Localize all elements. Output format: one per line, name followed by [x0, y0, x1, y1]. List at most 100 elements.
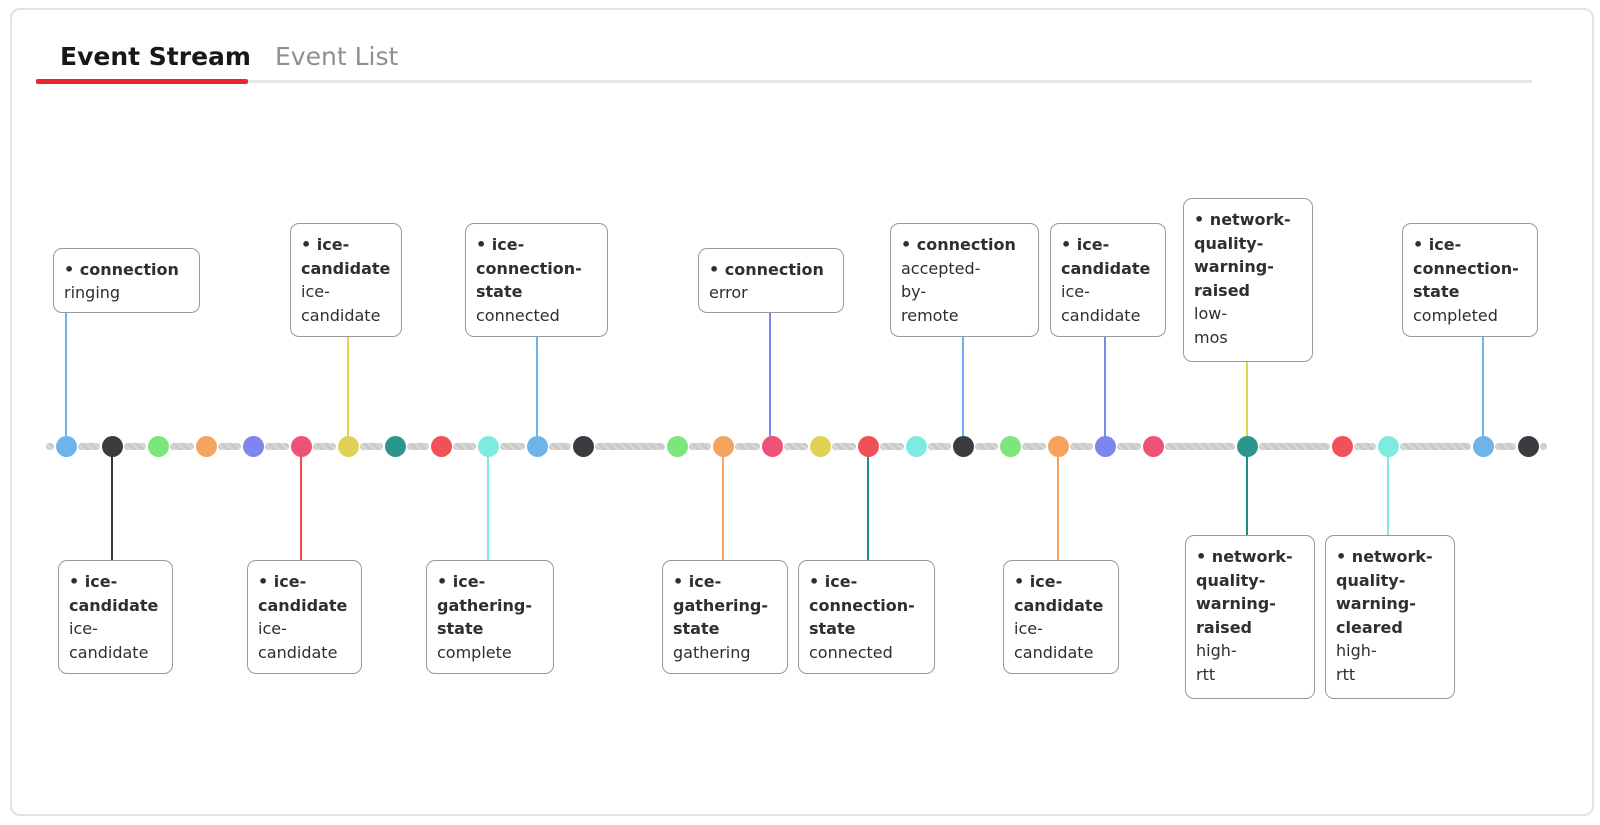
event-detail: ice- candidate: [1014, 619, 1094, 662]
event-title-text: ice- candidate: [69, 572, 159, 615]
timeline-dot[interactable]: [905, 435, 927, 457]
event-box[interactable]: • ice- connection- state connected: [798, 560, 935, 674]
timeline-dot[interactable]: [1472, 435, 1494, 457]
timeline-dot[interactable]: [526, 435, 548, 457]
timeline-dot[interactable]: [712, 435, 734, 457]
timeline-dot[interactable]: [384, 435, 406, 457]
event-detail: high- rtt: [1196, 641, 1237, 684]
event-box[interactable]: • ice- connection- state completed: [1402, 223, 1538, 337]
event-box[interactable]: • ice- candidate ice- candidate: [1050, 223, 1166, 337]
timeline-dot[interactable]: [195, 435, 217, 457]
event-bullet-icon: •: [258, 572, 274, 591]
event-detail: ice- candidate: [258, 619, 338, 662]
event-connector-line: [110, 446, 114, 560]
event-bullet-icon: •: [64, 259, 80, 279]
timeline-dot[interactable]: [1094, 435, 1116, 457]
timeline-segment: [595, 442, 665, 450]
timeline-segment: [1259, 442, 1330, 450]
timeline-dot[interactable]: [761, 435, 783, 457]
timeline-segment: [1495, 442, 1516, 450]
timeline-dot[interactable]: [430, 435, 452, 457]
event-title-text: network- quality- warning- cleared: [1336, 547, 1433, 637]
event-detail: complete: [437, 642, 512, 662]
timeline-dot[interactable]: [55, 435, 77, 457]
event-box[interactable]: • ice- candidate ice- candidate: [247, 560, 362, 674]
active-tab-underline: [36, 79, 248, 84]
timeline-segment: [784, 442, 808, 450]
event-box[interactable]: • network- quality- warning- cleared high…: [1325, 535, 1455, 699]
timeline-dot[interactable]: [952, 435, 974, 457]
timeline-segment: [170, 442, 194, 450]
event-detail: low- mos: [1194, 304, 1228, 347]
event-detail: ice- candidate: [301, 282, 381, 325]
event-box[interactable]: • network- quality- warning- raised low- …: [1183, 198, 1313, 362]
timeline-segment: [735, 442, 760, 450]
event-title: • ice- gathering- state: [437, 570, 543, 641]
timeline-dot[interactable]: [1331, 435, 1353, 457]
timeline-dot[interactable]: [1517, 435, 1539, 457]
event-title: • ice- candidate: [258, 570, 351, 617]
event-title-text: ice- connection- state: [476, 235, 582, 301]
timeline-segment: [689, 442, 711, 450]
event-connector-line: [961, 337, 965, 446]
timeline-dot[interactable]: [1047, 435, 1069, 457]
event-title: • connection: [64, 258, 189, 282]
timeline-segment: [832, 442, 856, 450]
timeline-dot[interactable]: [147, 435, 169, 457]
event-title: • connection: [709, 258, 833, 282]
event-detail: ice- candidate: [69, 619, 149, 662]
event-detail: connected: [809, 642, 893, 662]
tab-event-list[interactable]: Event List: [275, 42, 399, 71]
event-bullet-icon: •: [1413, 235, 1429, 254]
event-detail: high- rtt: [1336, 641, 1377, 684]
event-bullet-icon: •: [1014, 572, 1030, 591]
event-title: • connection: [901, 233, 1028, 257]
timeline-dot[interactable]: [101, 435, 123, 457]
timeline-dot[interactable]: [337, 435, 359, 457]
event-detail: ice- candidate: [1061, 282, 1141, 325]
timeline-segment: [360, 442, 383, 450]
timeline-dot[interactable]: [999, 435, 1021, 457]
timeline-segment: [46, 442, 54, 450]
event-box[interactable]: • ice- connection- state connected: [465, 223, 608, 337]
event-box[interactable]: • connection ringing: [53, 247, 200, 313]
timeline-dot[interactable]: [1377, 435, 1399, 457]
timeline-dot[interactable]: [477, 435, 499, 457]
timeline-dot[interactable]: [1142, 435, 1164, 457]
tab-event-stream[interactable]: Event Stream: [60, 42, 251, 71]
timeline-dot[interactable]: [666, 435, 688, 457]
event-bullet-icon: •: [1336, 547, 1352, 566]
event-detail: completed: [1413, 305, 1498, 325]
timeline-dot[interactable]: [572, 435, 594, 457]
timeline-segment: [880, 442, 904, 450]
event-title-text: ice- candidate: [301, 235, 391, 278]
event-connector-line: [1245, 446, 1249, 535]
timeline-segment: [265, 442, 289, 450]
event-box[interactable]: • ice- candidate ice- candidate: [290, 223, 402, 337]
event-box[interactable]: • ice- gathering- state gathering: [662, 560, 788, 674]
event-title: • ice- candidate: [1061, 233, 1155, 280]
event-box[interactable]: • connection error: [698, 247, 844, 313]
timeline-segment: [1070, 442, 1093, 450]
event-box[interactable]: • connection accepted- by- remote: [890, 223, 1039, 337]
event-bullet-icon: •: [1194, 210, 1210, 229]
event-box[interactable]: • network- quality- warning- raised high-…: [1185, 535, 1315, 699]
timeline-dot[interactable]: [1236, 435, 1258, 457]
timeline-dot[interactable]: [857, 435, 879, 457]
event-title: • ice- candidate: [1014, 570, 1108, 617]
timeline-dot[interactable]: [290, 435, 312, 457]
event-bullet-icon: •: [901, 235, 917, 254]
event-detail: gathering: [673, 642, 751, 662]
event-detail: accepted- by- remote: [901, 258, 981, 325]
event-detail: connected: [476, 305, 560, 325]
event-box[interactable]: • ice- candidate ice- candidate: [1003, 560, 1119, 674]
event-box[interactable]: • ice- gathering- state complete: [426, 560, 554, 674]
event-bullet-icon: •: [1061, 235, 1077, 254]
timeline-segment: [975, 442, 998, 450]
event-box[interactable]: • ice- candidate ice- candidate: [58, 560, 173, 674]
event-title: • ice- connection- state: [809, 570, 924, 641]
event-title-text: ice- connection- state: [809, 572, 915, 638]
timeline-dot[interactable]: [242, 435, 264, 457]
timeline-dot[interactable]: [809, 435, 831, 457]
timeline-segment: [1022, 442, 1046, 450]
